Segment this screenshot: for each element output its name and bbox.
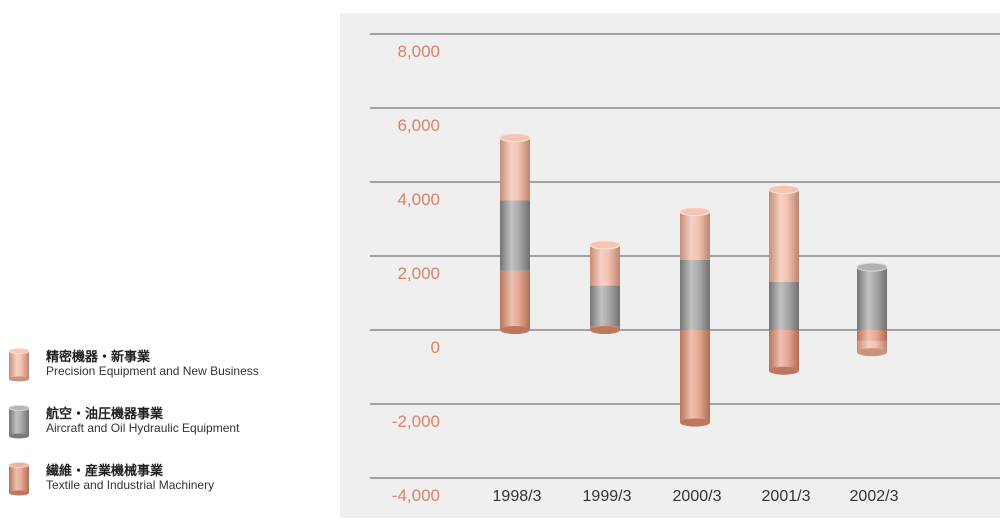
bar-top-cap — [856, 262, 888, 272]
bar-group-2000/3 — [679, 207, 711, 427]
y-tick-label: 6,000 — [397, 116, 440, 135]
x-tick-label: 2002/3 — [850, 488, 899, 505]
legend-item: 航空・油圧機器事業 Aircraft and Oil Hydraulic Equi… — [8, 403, 328, 447]
bar-segment — [680, 211, 710, 260]
bar-segment — [857, 267, 887, 330]
y-tick-label: 2,000 — [397, 264, 440, 283]
y-tick-label: -4,000 — [392, 486, 440, 505]
chart-svg: 8,000 6,000 4,000 2,000 0 -2,000 -4,000 1998/3… — [370, 33, 1000, 505]
legend-label-jp: 精密機器・新事業 — [46, 349, 151, 364]
y-axis-ticks: 8,000 6,000 4,000 2,000 0 -2,000 -4,000 — [392, 42, 440, 505]
legend-swatch — [8, 462, 30, 496]
bar-segment — [857, 330, 887, 342]
x-tick-label: 1999/3 — [583, 488, 632, 505]
bar-segment — [680, 259, 710, 330]
legend-label-jp: 航空・油圧機器事業 — [46, 406, 164, 421]
bar-top-cap — [589, 240, 621, 250]
y-tick-label: 0 — [431, 338, 440, 357]
x-tick-label: 1998/3 — [493, 488, 542, 505]
bar-segment — [857, 341, 887, 353]
bar-bottom-cap — [680, 418, 710, 427]
bar-group-1999/3 — [589, 240, 621, 334]
bar-segment — [590, 285, 620, 327]
x-tick-label: 2001/3 — [762, 488, 811, 505]
bar-segment — [769, 281, 799, 330]
legend-label-jp: 繊維・産業機械事業 — [46, 463, 164, 478]
bar-group-1998/3 — [499, 133, 531, 334]
x-axis-ticks: 1998/3 1999/3 2000/3 2001/3 2002/3 — [493, 488, 899, 505]
bar-bottom-cap — [857, 348, 887, 357]
bar-segment — [769, 189, 799, 282]
bar-group-2001/3 — [768, 184, 800, 375]
plot-area: 8,000 6,000 4,000 2,000 0 -2,000 -4,000 1998/3… — [340, 13, 1000, 518]
y-tick-label: 8,000 — [397, 42, 440, 61]
legend-label-en: Precision Equipment and New Business — [46, 364, 259, 378]
legend-swatch — [8, 405, 30, 439]
bar-segment — [500, 137, 530, 201]
bar-segment — [769, 330, 799, 371]
bar-group-2002/3 — [856, 262, 888, 357]
y-tick-label: -2,000 — [392, 412, 440, 431]
legend-item: 繊維・産業機械事業 Textile and Industrial Machiner… — [8, 460, 328, 504]
bar-segment — [500, 270, 530, 330]
bar-segment — [500, 200, 530, 271]
bar-segment — [680, 330, 710, 423]
y-tick-label: 4,000 — [397, 190, 440, 209]
bar-bottom-cap — [769, 366, 799, 375]
bar-top-cap — [768, 184, 800, 194]
x-tick-label: 2000/3 — [673, 488, 722, 505]
bar-segment — [590, 244, 620, 286]
bar-top-cap — [679, 207, 711, 217]
legend-label-en: Textile and Industrial Machinery — [46, 478, 215, 492]
bar-top-cap — [499, 133, 531, 143]
legend-swatch — [8, 348, 30, 382]
bars — [499, 133, 888, 427]
bar-bottom-cap — [500, 326, 530, 334]
bar-bottom-cap — [590, 326, 620, 334]
legend-label-en: Aircraft and Oil Hydraulic Equipment — [46, 421, 240, 435]
legend-item: 精密機器・新事業 Precision Equipment and New Busi… — [8, 346, 328, 390]
